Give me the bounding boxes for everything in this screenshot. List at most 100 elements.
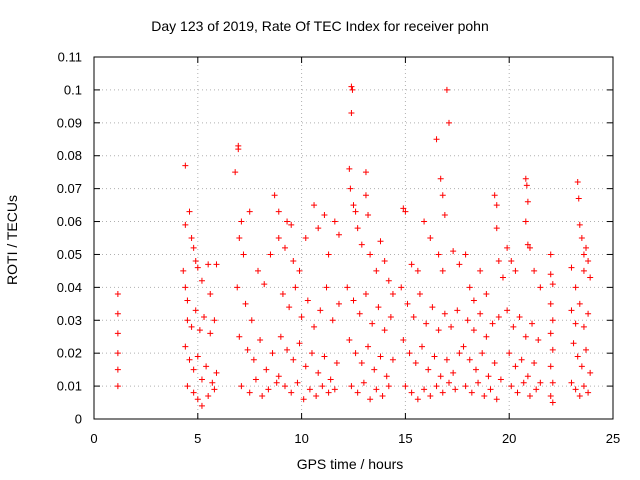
data-point-marker	[512, 363, 519, 370]
data-point-marker	[296, 340, 303, 347]
data-point-marker	[375, 304, 382, 311]
data-point-marker	[493, 396, 500, 403]
data-point-marker	[182, 284, 189, 291]
data-point-marker	[547, 392, 554, 399]
data-point-marker	[585, 389, 592, 396]
data-point-marker	[570, 340, 577, 347]
data-point-marker	[387, 313, 394, 320]
data-point-marker	[255, 267, 262, 274]
data-point-marker	[321, 353, 328, 360]
data-point-marker	[410, 313, 417, 320]
data-point-marker	[331, 386, 338, 393]
data-point-marker	[491, 360, 498, 367]
data-point-marker	[184, 297, 191, 304]
data-point-marker	[435, 251, 442, 258]
data-point-marker	[587, 274, 594, 281]
y-tick-label: 0.05	[57, 247, 82, 262]
data-point-marker	[400, 205, 407, 212]
data-point-marker	[319, 383, 326, 390]
data-point-marker	[184, 317, 191, 324]
data-point-marker	[349, 86, 356, 93]
y-tick-label: 0.04	[57, 280, 82, 295]
data-point-marker	[381, 258, 388, 265]
data-point-marker	[423, 320, 430, 327]
data-point-marker	[327, 376, 334, 383]
data-point-marker	[526, 244, 533, 251]
data-point-marker	[348, 383, 355, 390]
data-point-marker	[441, 310, 448, 317]
data-point-marker	[286, 304, 293, 311]
data-point-marker	[472, 366, 479, 373]
data-point-marker	[522, 175, 529, 182]
data-point-marker	[362, 290, 369, 297]
data-point-marker	[281, 244, 288, 251]
data-point-marker	[389, 356, 396, 363]
data-point-marker	[267, 251, 274, 258]
data-point-marker	[344, 284, 351, 291]
data-point-marker	[205, 261, 212, 268]
data-point-marker	[572, 284, 579, 291]
data-point-marker	[325, 389, 332, 396]
data-point-marker	[547, 330, 554, 337]
data-point-marker	[419, 343, 426, 350]
data-point-marker	[275, 373, 282, 380]
data-point-marker	[232, 169, 239, 176]
data-point-marker	[580, 267, 587, 274]
data-point-marker	[466, 356, 473, 363]
data-point-marker	[506, 350, 513, 357]
data-point-marker	[369, 320, 376, 327]
plot-frame	[93, 56, 614, 420]
data-point-marker	[512, 267, 519, 274]
data-point-marker	[205, 392, 212, 399]
data-point-marker	[470, 297, 477, 304]
data-point-marker	[495, 258, 502, 265]
data-point-marker	[207, 330, 214, 337]
chart-title: Day 123 of 2019, Rate Of TEC Index for r…	[151, 18, 489, 34]
data-point-marker	[585, 258, 592, 265]
data-point-marker	[201, 313, 208, 320]
data-point-marker	[354, 389, 361, 396]
data-point-marker	[209, 379, 216, 386]
data-point-marker	[335, 300, 342, 307]
data-point-marker	[180, 267, 187, 274]
data-point-marker	[575, 195, 582, 202]
data-point-marker	[194, 396, 201, 403]
data-point-marker	[439, 192, 446, 199]
data-point-marker	[479, 350, 486, 357]
y-axis-label: ROTI / TECUs	[4, 195, 20, 285]
data-point-marker	[493, 225, 500, 232]
data-point-marker	[354, 225, 361, 232]
data-point-marker	[362, 192, 369, 199]
data-point-marker	[362, 169, 369, 176]
data-point-marker	[238, 218, 245, 225]
data-point-marker	[313, 392, 320, 399]
data-point-marker	[306, 386, 313, 393]
data-point-marker	[518, 356, 525, 363]
data-point-marker	[477, 267, 484, 274]
data-point-marker	[421, 386, 428, 393]
data-point-marker	[186, 208, 193, 215]
data-point-marker	[114, 366, 121, 373]
data-point-marker	[114, 330, 121, 337]
data-point-marker	[456, 350, 463, 357]
data-point-marker	[302, 363, 309, 370]
data-point-marker	[311, 323, 318, 330]
data-point-marker	[373, 267, 380, 274]
data-point-marker	[533, 386, 540, 393]
data-point-marker	[317, 307, 324, 314]
data-point-marker	[406, 350, 413, 357]
data-point-marker	[352, 350, 359, 357]
data-point-marker	[464, 317, 471, 324]
data-point-marker	[576, 300, 583, 307]
data-point-marker	[535, 337, 542, 344]
data-point-marker	[275, 235, 282, 241]
data-point-marker	[578, 363, 585, 370]
data-point-marker	[414, 396, 421, 403]
data-point-marker	[495, 313, 502, 320]
data-point-marker	[246, 208, 253, 215]
data-point-marker	[510, 323, 517, 330]
data-point-marker	[524, 198, 531, 205]
data-point-marker	[240, 251, 247, 258]
data-point-marker	[263, 366, 270, 373]
data-point-marker	[367, 396, 374, 403]
